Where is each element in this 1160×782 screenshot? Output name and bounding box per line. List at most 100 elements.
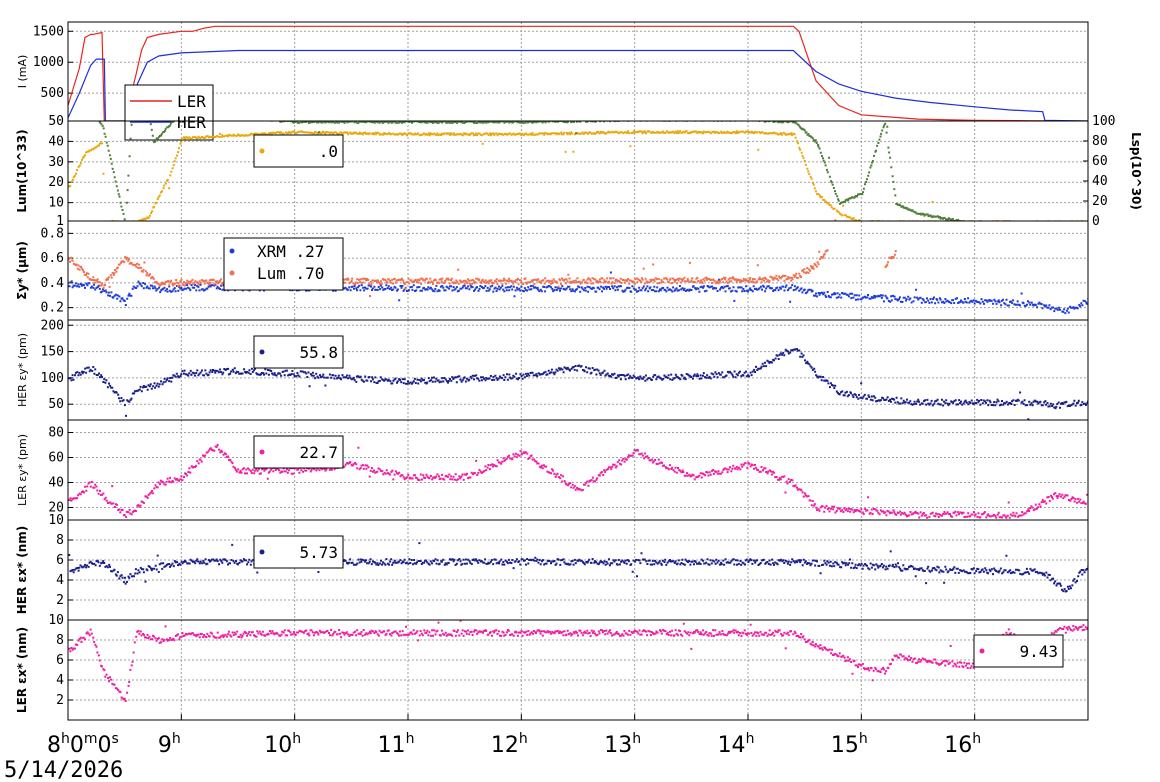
legend-box <box>253 435 344 469</box>
plot-area <box>68 121 1088 221</box>
x-tick-part: 0 <box>98 733 112 758</box>
x-tick-part: 13 <box>604 733 632 758</box>
series-lum <box>68 249 897 297</box>
y-axis-label: Lum(10^33) <box>15 129 29 212</box>
x-tick-label: 13h <box>604 731 641 758</box>
legend-marker-lum <box>229 270 235 276</box>
legend-box <box>253 335 344 369</box>
scatter-points <box>68 620 1088 702</box>
scatter-points <box>68 348 1088 420</box>
x-tick-part: 0 <box>70 733 84 758</box>
x-axis: 8h0m0s 9h 10h 11h 12h 13h 14h 15h 16h <box>47 714 981 758</box>
x-tick-part: 16 <box>944 733 972 758</box>
y2-tick-label: 40 <box>1092 174 1108 189</box>
panel-1: 1500 1000 500 50 I (mA) LER HER <box>16 21 1089 141</box>
y-tick-label: 40 <box>48 476 64 491</box>
panel-7: 10 8 6 4 2 LER εx* (nm) 9.43 <box>15 613 1089 721</box>
y-tick-label: 10 <box>48 613 64 628</box>
scatter-points <box>68 121 1088 221</box>
panel-frame <box>67 220 1089 321</box>
x-tick-part: s <box>112 731 119 747</box>
panel-6: 8 6 4 2 HER εx* (nm) 5.73 <box>15 519 1089 621</box>
series-line-ler <box>68 25 1088 121</box>
y-axis-label: LER εy* (pm) <box>16 434 29 506</box>
y2-tick-label: 20 <box>1092 194 1108 209</box>
y-tick-label: 0.2 <box>41 301 64 316</box>
x-tick-label: 9h <box>158 731 181 758</box>
grid <box>68 420 1088 520</box>
x-tick-label: 16h <box>944 731 981 758</box>
legend-label-her: HER <box>177 113 206 132</box>
y-tick-label: 150 <box>41 345 64 360</box>
y2-tick-label: 0 <box>1092 214 1100 229</box>
x-tick-label: 8h0m0s <box>47 731 119 758</box>
y-axis-label: Σy* (µm) <box>15 241 29 300</box>
y-tick-label: 60 <box>48 451 64 466</box>
y-tick-label: 0.6 <box>41 251 64 266</box>
panel-frame <box>67 21 1089 122</box>
legend-label-lum: Lum .70 <box>257 264 324 283</box>
y-tick-label: 40 <box>48 134 64 149</box>
y-axis-label: HER εx* (nm) <box>15 526 29 615</box>
plot-area <box>68 25 1088 121</box>
y-axis-label: HER εy* (pm) <box>16 333 29 407</box>
legend-label-ler: LER <box>177 92 206 111</box>
plot-area <box>68 348 1088 420</box>
x-tick-part: 10 <box>264 733 292 758</box>
legend-marker <box>259 449 265 455</box>
y-axis-label: I (mA) <box>16 55 29 89</box>
x-tick-part: h <box>292 731 301 747</box>
series-her <box>68 542 1088 593</box>
legend-value: 55.8 <box>299 343 338 362</box>
y-tick-label: 2 <box>56 693 64 708</box>
y-tick-label: 8 <box>56 633 64 648</box>
y-tick-label: 50 <box>48 397 64 412</box>
legend-value: 9.43 <box>1019 642 1058 661</box>
scatter-points <box>68 249 897 297</box>
plot-area <box>68 542 1088 593</box>
series-orange <box>68 121 1088 221</box>
legend-box <box>253 134 344 168</box>
x-tick-part: h <box>972 731 981 747</box>
y-tick-label: 1 <box>56 214 64 229</box>
grid <box>68 121 1088 221</box>
x-tick-part: 11 <box>378 733 406 758</box>
y-tick-label: 10 <box>48 513 64 528</box>
legend-marker <box>259 549 265 555</box>
panel-frame <box>67 419 1089 521</box>
x-tick-part: 12 <box>491 733 519 758</box>
y2-tick-label: 100 <box>1092 114 1115 129</box>
y-axis-label: LER εx* (nm) <box>15 627 29 713</box>
panel-2: 40 30 20 10 1 100 80 60 40 20 0 Lsp(10^30) Lum(10^33… <box>15 114 1143 229</box>
panel-4: 200 150 100 50 HER εy* (pm) 55.8 <box>16 318 1089 421</box>
x-tick-part: 14 <box>718 733 746 758</box>
legend-box <box>124 84 214 141</box>
y2-tick-label: 60 <box>1092 154 1108 169</box>
series-line-her <box>68 49 1088 121</box>
legend-box <box>223 237 344 291</box>
x-tick-part: h <box>859 731 868 747</box>
x-tick-part: h <box>61 731 70 747</box>
y-tick-label: 100 <box>41 371 64 386</box>
date-label: 5/14/2026 <box>4 758 123 782</box>
y-tick-label: 80 <box>48 426 64 441</box>
legend-marker <box>259 148 265 154</box>
y-tick-label: 30 <box>48 155 64 170</box>
y-tick-label: 6 <box>56 653 64 668</box>
x-tick-label: 10h <box>264 731 301 758</box>
y-tick-label: 8 <box>56 533 64 548</box>
y-tick-label: 200 <box>41 318 64 333</box>
x-tick-label: 15h <box>831 731 868 758</box>
panel-frame <box>67 619 1089 721</box>
legend-box <box>253 535 344 569</box>
legend-value: .0 <box>319 142 338 161</box>
x-tick-part: m <box>84 731 98 747</box>
x-tick-label: 12h <box>491 731 528 758</box>
y-tick-label: 50 <box>48 114 64 129</box>
x-tick-part: 9 <box>158 733 172 758</box>
y2-axis-label: Lsp(10^30) <box>1129 132 1143 210</box>
y-tick-label: 1500 <box>33 24 64 39</box>
legend-marker-xrm <box>229 248 235 254</box>
x-tick-label: 11h <box>378 731 415 758</box>
